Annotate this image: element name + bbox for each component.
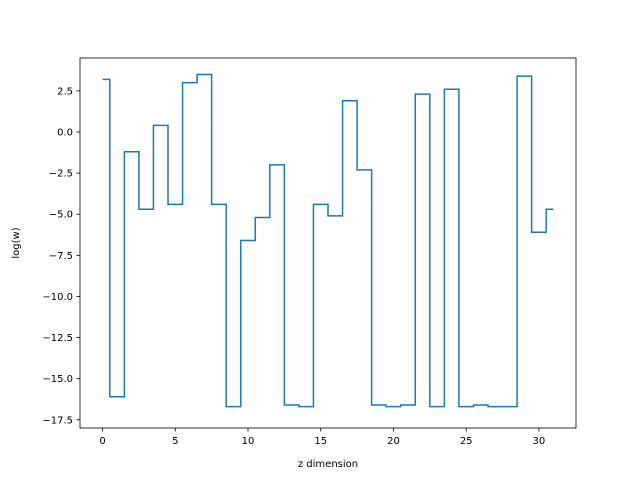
- x-axis-ticks: 0 5 10 15 20 25 30: [99, 428, 545, 447]
- axes-frame: [79, 57, 577, 429]
- series-line-0: [102, 73, 554, 408]
- y-tick-label: −5.0: [49, 210, 73, 221]
- y-axis-label: log(w): [11, 227, 22, 258]
- y-tick-label: −17.5: [42, 415, 73, 426]
- x-tick-label: 0: [99, 436, 105, 447]
- x-tick-label: 25: [460, 436, 473, 447]
- y-tick-label: −15.0: [42, 374, 73, 385]
- y-tick-label: −7.5: [49, 251, 73, 262]
- y-tick-label: −12.5: [42, 333, 73, 344]
- axes-background: [80, 58, 576, 428]
- x-axis-label: z dimension: [298, 459, 358, 470]
- x-tick-label: 5: [172, 436, 178, 447]
- series-layer: [102, 73, 554, 408]
- y-tick-label: −2.5: [49, 169, 73, 180]
- y-tick-label: 0.0: [57, 128, 73, 139]
- x-tick-label: 30: [533, 436, 546, 447]
- y-axis-ticks: 2.5 0.0 −2.5 −5.0 −7.5 −10.0 −12.5 −15.0 −17.5: [42, 86, 80, 426]
- x-tick-label: 15: [314, 436, 327, 447]
- x-tick-label: 20: [387, 436, 400, 447]
- y-tick-label: −10.0: [42, 292, 73, 303]
- y-tick-label: 2.5: [57, 86, 73, 97]
- x-tick-label: 10: [242, 436, 255, 447]
